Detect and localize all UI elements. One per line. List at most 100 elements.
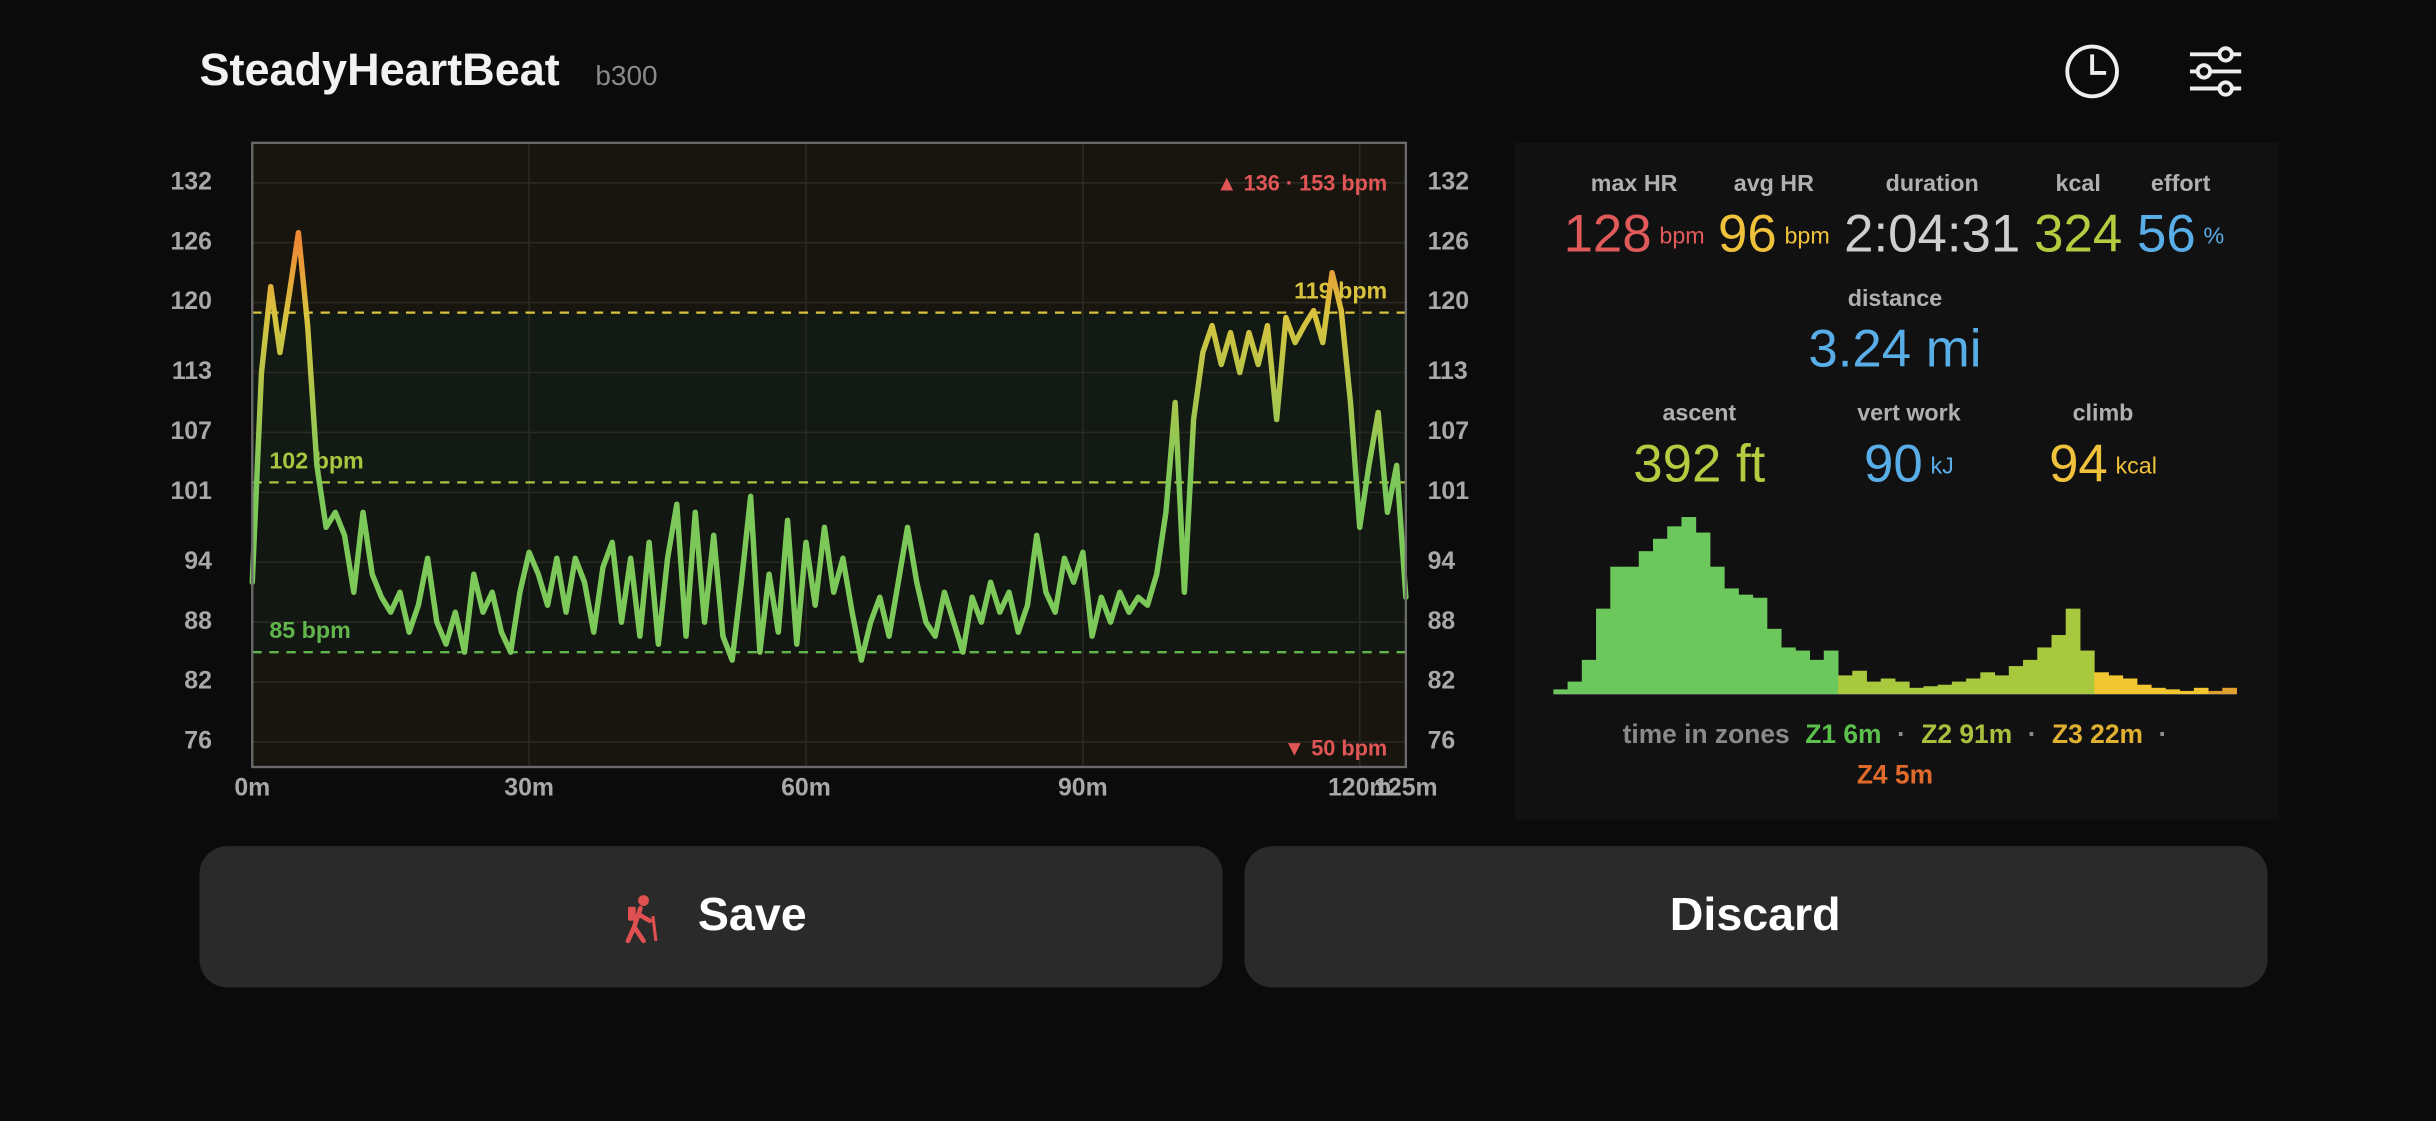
histogram-bar xyxy=(2051,635,2067,695)
history-button[interactable] xyxy=(2065,44,2119,99)
histogram-bar xyxy=(1766,628,1782,695)
zones-line: Z4 5m xyxy=(1857,759,1933,789)
histogram-bar xyxy=(2165,689,2181,695)
histogram-bar xyxy=(1809,659,1825,695)
histogram-bar xyxy=(1937,684,1953,695)
stat-number: 96 xyxy=(1718,204,1777,263)
histogram-bar xyxy=(1724,588,1739,695)
y-tick-label: 132 xyxy=(170,168,211,195)
y-tick-label: 126 xyxy=(170,228,211,255)
slider-knob xyxy=(2217,46,2234,63)
histogram-bar xyxy=(1951,681,1967,695)
plot-frame xyxy=(251,141,1408,769)
y-tick-label: 88 xyxy=(1428,608,1456,635)
x-tick-label: 90m xyxy=(1058,774,1108,801)
stat-label: max HR xyxy=(1591,170,1678,196)
histogram-bar xyxy=(2193,687,2209,695)
histogram-bar xyxy=(1652,538,1668,695)
stat-label: effort xyxy=(2151,170,2211,196)
y-tick-label: 88 xyxy=(184,608,212,635)
zone-time: Z2 91m xyxy=(1921,719,2012,749)
slider-knob xyxy=(2217,80,2234,97)
stat-number: 2:04:31 xyxy=(1844,204,2020,263)
stat-label: ascent xyxy=(1662,400,1736,426)
y-tick-label: 94 xyxy=(1428,548,1456,575)
stat-number: 324 xyxy=(2034,204,2122,263)
stat-value: 90 kJ xyxy=(1864,434,1954,493)
settings-button[interactable] xyxy=(2189,46,2242,97)
histogram-bar xyxy=(2136,684,2152,695)
zones-label: time in zones xyxy=(1623,719,1790,749)
histogram-bar xyxy=(2179,690,2195,695)
stat-label: vert work xyxy=(1857,400,1961,426)
histogram-bar xyxy=(1709,566,1725,695)
slider-knob xyxy=(2195,63,2213,80)
zone-separator: · xyxy=(2028,719,2037,749)
histogram-bar xyxy=(1880,678,1896,695)
stat-value: 324 xyxy=(2034,204,2122,263)
save-button[interactable]: Save xyxy=(199,846,1223,988)
histogram-bar xyxy=(1738,594,1754,695)
y-tick-label: 126 xyxy=(1428,228,1469,255)
histogram-bar xyxy=(2065,608,2081,695)
y-tick-label: 113 xyxy=(1428,358,1468,385)
y-tick-label: 94 xyxy=(184,548,212,575)
reference-label: 85 bpm xyxy=(269,617,350,643)
annotation: ▲ 136 · 153 bpm xyxy=(1216,170,1387,195)
y-tick-label: 76 xyxy=(1428,728,1456,755)
stat-number: 90 xyxy=(1864,434,1923,493)
histogram-bar xyxy=(2208,690,2223,695)
stat-label: climb xyxy=(2073,400,2134,426)
histogram-bar xyxy=(2108,675,2124,695)
stat-value: 3.24 mi xyxy=(1808,319,1981,378)
y-tick-label: 101 xyxy=(1428,478,1470,505)
y-tick-label: 132 xyxy=(1428,168,1469,195)
zone-separator: · xyxy=(1897,719,1906,749)
histogram-bar xyxy=(2008,666,2024,695)
y-tick-label: 82 xyxy=(1428,668,1456,695)
x-tick-label: 125m xyxy=(1374,774,1438,801)
button-background xyxy=(199,846,1223,988)
discard-button[interactable]: Discard xyxy=(1244,846,2268,988)
button-label: Save xyxy=(698,888,807,940)
histogram-bar xyxy=(1596,608,1611,695)
histogram-bar xyxy=(1781,647,1796,695)
histogram-bar xyxy=(1923,686,1939,695)
stats-panel xyxy=(1514,142,2279,820)
x-tick-label: 0m xyxy=(234,774,270,801)
histogram-bar xyxy=(1909,687,1924,695)
heart-rate-line xyxy=(249,230,1409,663)
histogram-bar xyxy=(1838,675,1853,695)
y-tick-label: 120 xyxy=(170,288,211,315)
histogram-bar xyxy=(1638,551,1654,695)
histogram-bar xyxy=(2151,687,2166,695)
histogram-bar xyxy=(1980,672,1996,695)
stat-unit: bpm xyxy=(1784,223,1829,249)
histogram-bar xyxy=(1681,517,1697,695)
stat-label: kcal xyxy=(2056,170,2101,196)
histogram-bar xyxy=(1823,650,1839,695)
x-tick-label: 30m xyxy=(504,774,554,801)
stat-value: 94 kcal xyxy=(2049,434,2157,493)
stat-label: duration xyxy=(1886,170,1979,196)
y-tick-label: 107 xyxy=(1428,418,1469,445)
clock-hands xyxy=(2090,54,2107,75)
x-tick-label: 120m xyxy=(1328,774,1392,801)
zone-time: Z4 5m xyxy=(1857,759,1933,789)
stat-value: 96 bpm xyxy=(1718,204,1830,263)
stat-unit: kJ xyxy=(1931,452,1954,478)
stat-value: 128 bpm xyxy=(1564,204,1705,263)
build-badge: b300 xyxy=(595,60,657,91)
histogram-bar xyxy=(2023,659,2038,695)
zone-time: Z1 6m xyxy=(1805,719,1881,749)
zones-line: time in zones Z1 6m · Z2 91m · Z3 22m · xyxy=(1623,719,2168,749)
zone-separator: · xyxy=(2158,719,2167,749)
histogram-bar xyxy=(1610,566,1625,695)
histogram-bar xyxy=(1667,526,1682,695)
zone-time: Z3 22m xyxy=(2052,719,2143,749)
y-tick-label: 101 xyxy=(170,478,212,505)
y-tick-label: 113 xyxy=(172,358,212,385)
clock-icon xyxy=(2065,44,2119,99)
histogram-bar xyxy=(1966,678,1981,695)
histogram-bar xyxy=(2037,647,2052,695)
